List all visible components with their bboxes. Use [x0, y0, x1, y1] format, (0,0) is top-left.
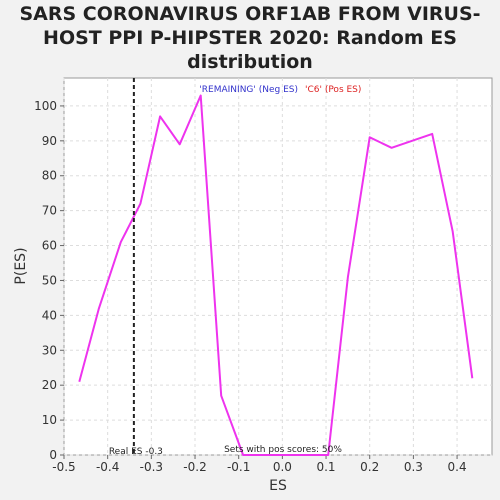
x-tick-label: -0.5: [52, 460, 75, 474]
x-tick-label: -0.1: [227, 460, 250, 474]
y-axis: 0 10 20 30 40 50 60 70 80 90 100: [34, 99, 64, 462]
y-tick-label: 90: [42, 134, 57, 148]
y-tick-label: 100: [34, 99, 57, 113]
y-tick-label: 70: [42, 204, 57, 218]
x-axis-label: ES: [269, 478, 287, 494]
y-tick-label: 30: [42, 343, 57, 357]
x-axis: -0.5 -0.4 -0.3 -0.2 -0.1 0.0 0.1 0.2 0.3 0.4: [52, 455, 467, 474]
x-tick-label: 0.3: [404, 460, 423, 474]
y-tick-label: 80: [42, 169, 57, 183]
chart-title-line-3: distribution: [187, 51, 313, 73]
y-axis-label: P(ES): [13, 247, 29, 284]
x-tick-label: 0.0: [273, 460, 292, 474]
x-tick-label: 0.4: [448, 460, 467, 474]
real-es-label: Real ES -0.3: [109, 447, 163, 457]
x-tick-label: -0.2: [183, 460, 206, 474]
y-tick-label: 40: [42, 308, 57, 322]
y-tick-label: 50: [42, 273, 57, 287]
chart-title-line-1: SARS CORONAVIRUS ORF1AB FROM VIRUS-: [19, 3, 480, 25]
y-tick-label: 0: [49, 448, 57, 462]
x-tick-label: 0.1: [316, 460, 335, 474]
y-tick-label: 20: [42, 378, 57, 392]
legend-neg-es: 'REMAINING' (Neg ES): [199, 85, 298, 95]
chart-title-line-2: HOST PPI P-HIPSTER 2020: Random ES: [43, 27, 457, 49]
x-tick-label: -0.4: [96, 460, 119, 474]
series-layer: [78, 94, 474, 456]
pos-scores-annotation: Sets with pos scores: 50%: [224, 445, 342, 455]
y-tick-label: 60: [42, 239, 57, 253]
y-tick-label: 10: [42, 413, 57, 427]
legend-pos-es: 'C6' (Pos ES): [305, 85, 361, 95]
es-series-line: [78, 94, 474, 456]
x-tick-label: -0.3: [140, 460, 163, 474]
x-tick-label: 0.2: [360, 460, 379, 474]
